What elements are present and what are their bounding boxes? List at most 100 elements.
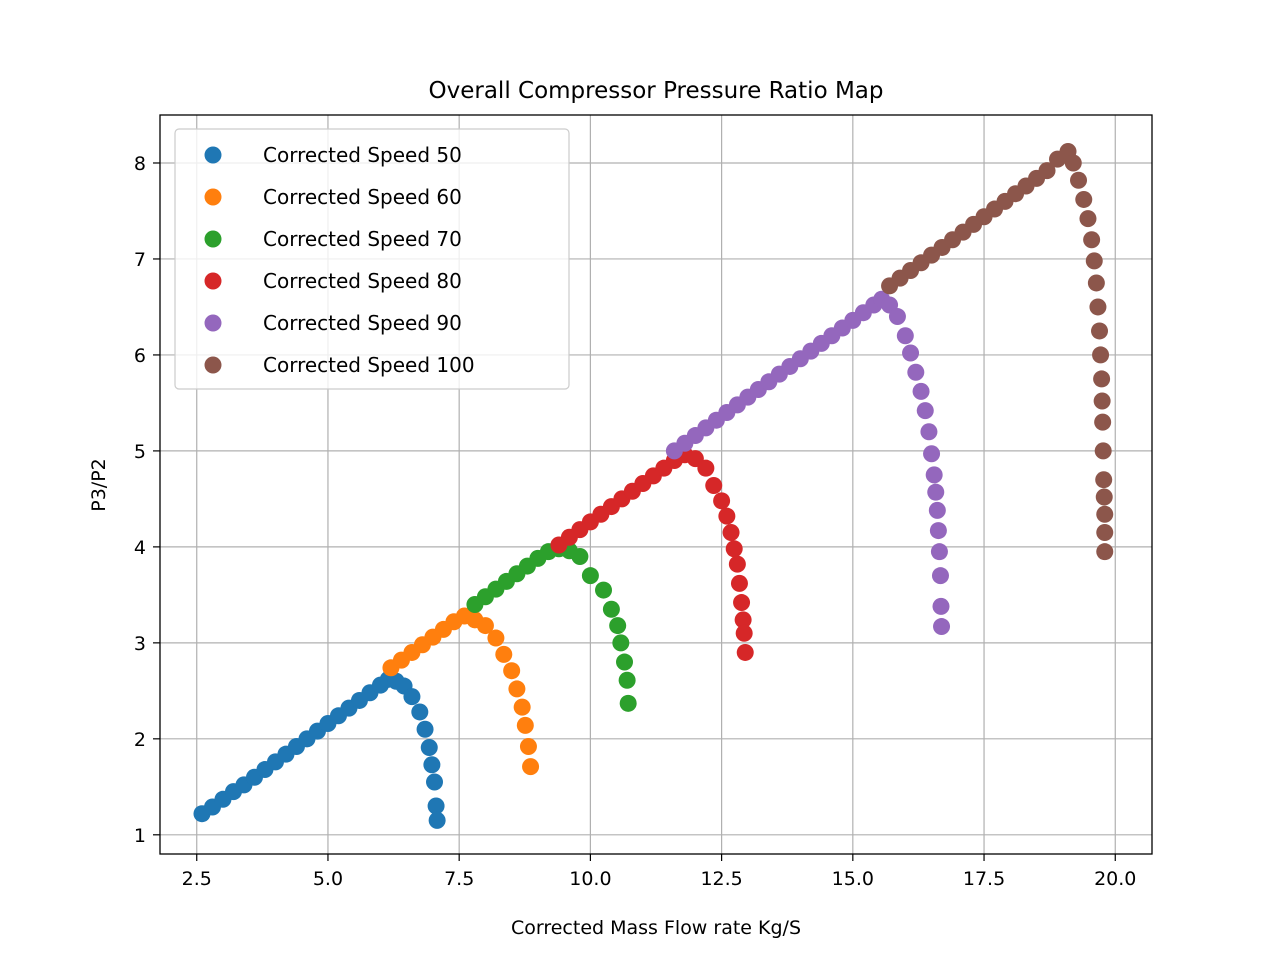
data-point (1079, 210, 1097, 228)
data-point (411, 703, 429, 721)
data-point (516, 716, 534, 734)
y-tick-label: 6 (134, 345, 146, 367)
data-point (602, 600, 620, 618)
data-point (925, 466, 943, 484)
data-point (1096, 523, 1114, 541)
y-tick-label: 8 (134, 153, 146, 175)
data-point (1085, 252, 1103, 270)
data-point (616, 653, 634, 671)
data-point (487, 629, 505, 647)
legend-marker (204, 188, 222, 206)
data-point (722, 523, 740, 541)
y-axis-ticks: 1 2 3 4 5 6 7 8 (134, 153, 160, 847)
data-point (730, 574, 748, 592)
data-point (932, 597, 950, 615)
legend-marker (204, 146, 222, 164)
x-tick-label: 10.0 (569, 868, 611, 890)
y-tick-label: 2 (134, 729, 146, 751)
data-point (423, 756, 441, 774)
data-point (1093, 370, 1111, 388)
data-point (508, 680, 526, 698)
data-point (927, 483, 945, 501)
data-point (923, 445, 941, 463)
series-group (665, 290, 951, 636)
data-point (1087, 274, 1105, 292)
data-point (1095, 488, 1113, 506)
y-tick-label: 4 (134, 537, 146, 559)
data-point (1094, 413, 1112, 431)
data-point (928, 501, 946, 519)
legend-marker (204, 230, 222, 248)
legend-label: Corrected Speed 80 (263, 269, 462, 293)
legend-marker (204, 272, 222, 290)
data-point (416, 720, 434, 738)
data-point (697, 459, 715, 477)
data-point (734, 611, 752, 629)
legend-label: Corrected Speed 50 (263, 143, 462, 167)
data-point (571, 547, 589, 565)
data-point (920, 423, 938, 441)
data-point (428, 811, 446, 829)
data-point (1070, 171, 1088, 189)
y-tick-label: 7 (134, 249, 146, 271)
x-tick-label: 2.5 (182, 868, 212, 890)
legend-label: Corrected Speed 70 (263, 227, 462, 251)
data-point (495, 645, 513, 663)
data-point (612, 634, 630, 652)
chart-title: Overall Compressor Pressure Ratio Map (429, 78, 884, 104)
data-point (725, 540, 743, 558)
data-point (733, 594, 751, 612)
y-tick-label: 5 (134, 441, 146, 463)
data-point (718, 507, 736, 525)
data-point (513, 698, 531, 716)
scatter-points (193, 142, 1114, 829)
legend-label: Corrected Speed 100 (263, 353, 475, 377)
data-point (735, 624, 753, 642)
x-tick-label: 12.5 (700, 868, 742, 890)
data-point (476, 617, 494, 635)
y-tick-label: 3 (134, 633, 146, 655)
data-point (888, 308, 906, 326)
legend: Corrected Speed 50 Corrected Speed 60 Corr… (174, 128, 570, 390)
data-point (420, 738, 438, 756)
data-point (581, 567, 599, 585)
series-group (382, 607, 540, 776)
data-point (1091, 322, 1109, 340)
x-tick-label: 20.0 (1094, 868, 1136, 890)
series-group (550, 446, 754, 661)
data-point (426, 773, 444, 791)
data-point (1075, 190, 1093, 208)
data-point (618, 671, 636, 689)
data-point (713, 492, 731, 510)
series-group (466, 540, 637, 712)
legend-label: Corrected Speed 90 (263, 311, 462, 335)
data-point (1092, 346, 1110, 364)
data-point (907, 363, 925, 381)
y-axis-label: P3/P2 (88, 458, 110, 512)
data-point (705, 476, 723, 494)
data-point (403, 688, 421, 706)
data-point (930, 543, 948, 561)
x-tick-label: 15.0 (832, 868, 874, 890)
legend-label: Corrected Speed 60 (263, 185, 462, 209)
data-point (902, 344, 920, 362)
plot-frame (159, 114, 1153, 855)
data-point (522, 758, 540, 776)
data-point (1095, 471, 1113, 489)
legend-marker (204, 356, 222, 374)
data-point (916, 402, 934, 420)
x-tick-label: 5.0 (313, 868, 343, 890)
data-point (427, 797, 445, 815)
data-point (929, 522, 947, 540)
data-point (619, 694, 637, 712)
data-point (1038, 162, 1056, 180)
data-point (736, 643, 754, 661)
data-point (519, 738, 537, 756)
data-point (931, 567, 949, 585)
data-point (1089, 298, 1107, 316)
y-tick-label: 1 (134, 825, 146, 847)
x-tick-label: 7.5 (444, 868, 474, 890)
data-point (595, 581, 613, 599)
legend-box (174, 128, 570, 390)
